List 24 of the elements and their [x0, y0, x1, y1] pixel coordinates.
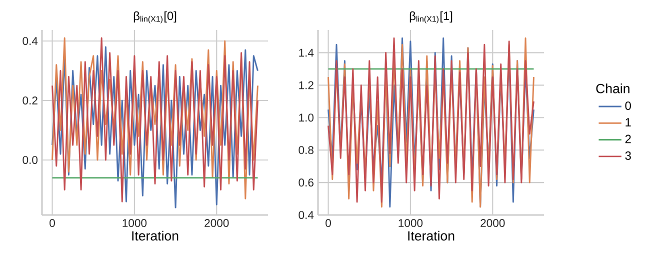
- y-tick-label: 0.4: [22, 37, 38, 45]
- y-tick-label: 1.4: [299, 48, 314, 57]
- legend-label: 1: [626, 118, 631, 126]
- chart-title: β$_{lin(X1)}$[0]: [134, 11, 176, 24]
- chart-title: β$_{lin(X1)}$[1]: [410, 11, 452, 24]
- x-tick-label: 0: [326, 219, 331, 228]
- x-tick-label: 1000: [122, 219, 147, 228]
- x-axis-title: Iteration: [408, 230, 454, 241]
- x-tick-label: 2000: [204, 219, 229, 228]
- x-tick-label: 0: [50, 219, 55, 228]
- y-tick-label: 1.2: [299, 81, 314, 90]
- legend-label: 2: [625, 134, 631, 144]
- y-tick-label: 0.6: [298, 178, 314, 187]
- y-tick-label: 0.2: [22, 96, 38, 104]
- x-tick-label: 2000: [480, 219, 505, 228]
- y-tick-label: 0.4: [298, 211, 314, 219]
- y-tick-label: 1.0: [299, 114, 314, 122]
- x-axis-title: Iteration: [132, 230, 178, 241]
- legend-label: 0: [625, 101, 631, 110]
- y-tick-label: 0.0: [22, 156, 38, 164]
- legend-title: Chain: [596, 84, 630, 94]
- x-tick-label: 1000: [398, 219, 423, 228]
- y-tick-label: 0.8: [298, 146, 314, 154]
- legend-label: 3: [625, 151, 631, 160]
